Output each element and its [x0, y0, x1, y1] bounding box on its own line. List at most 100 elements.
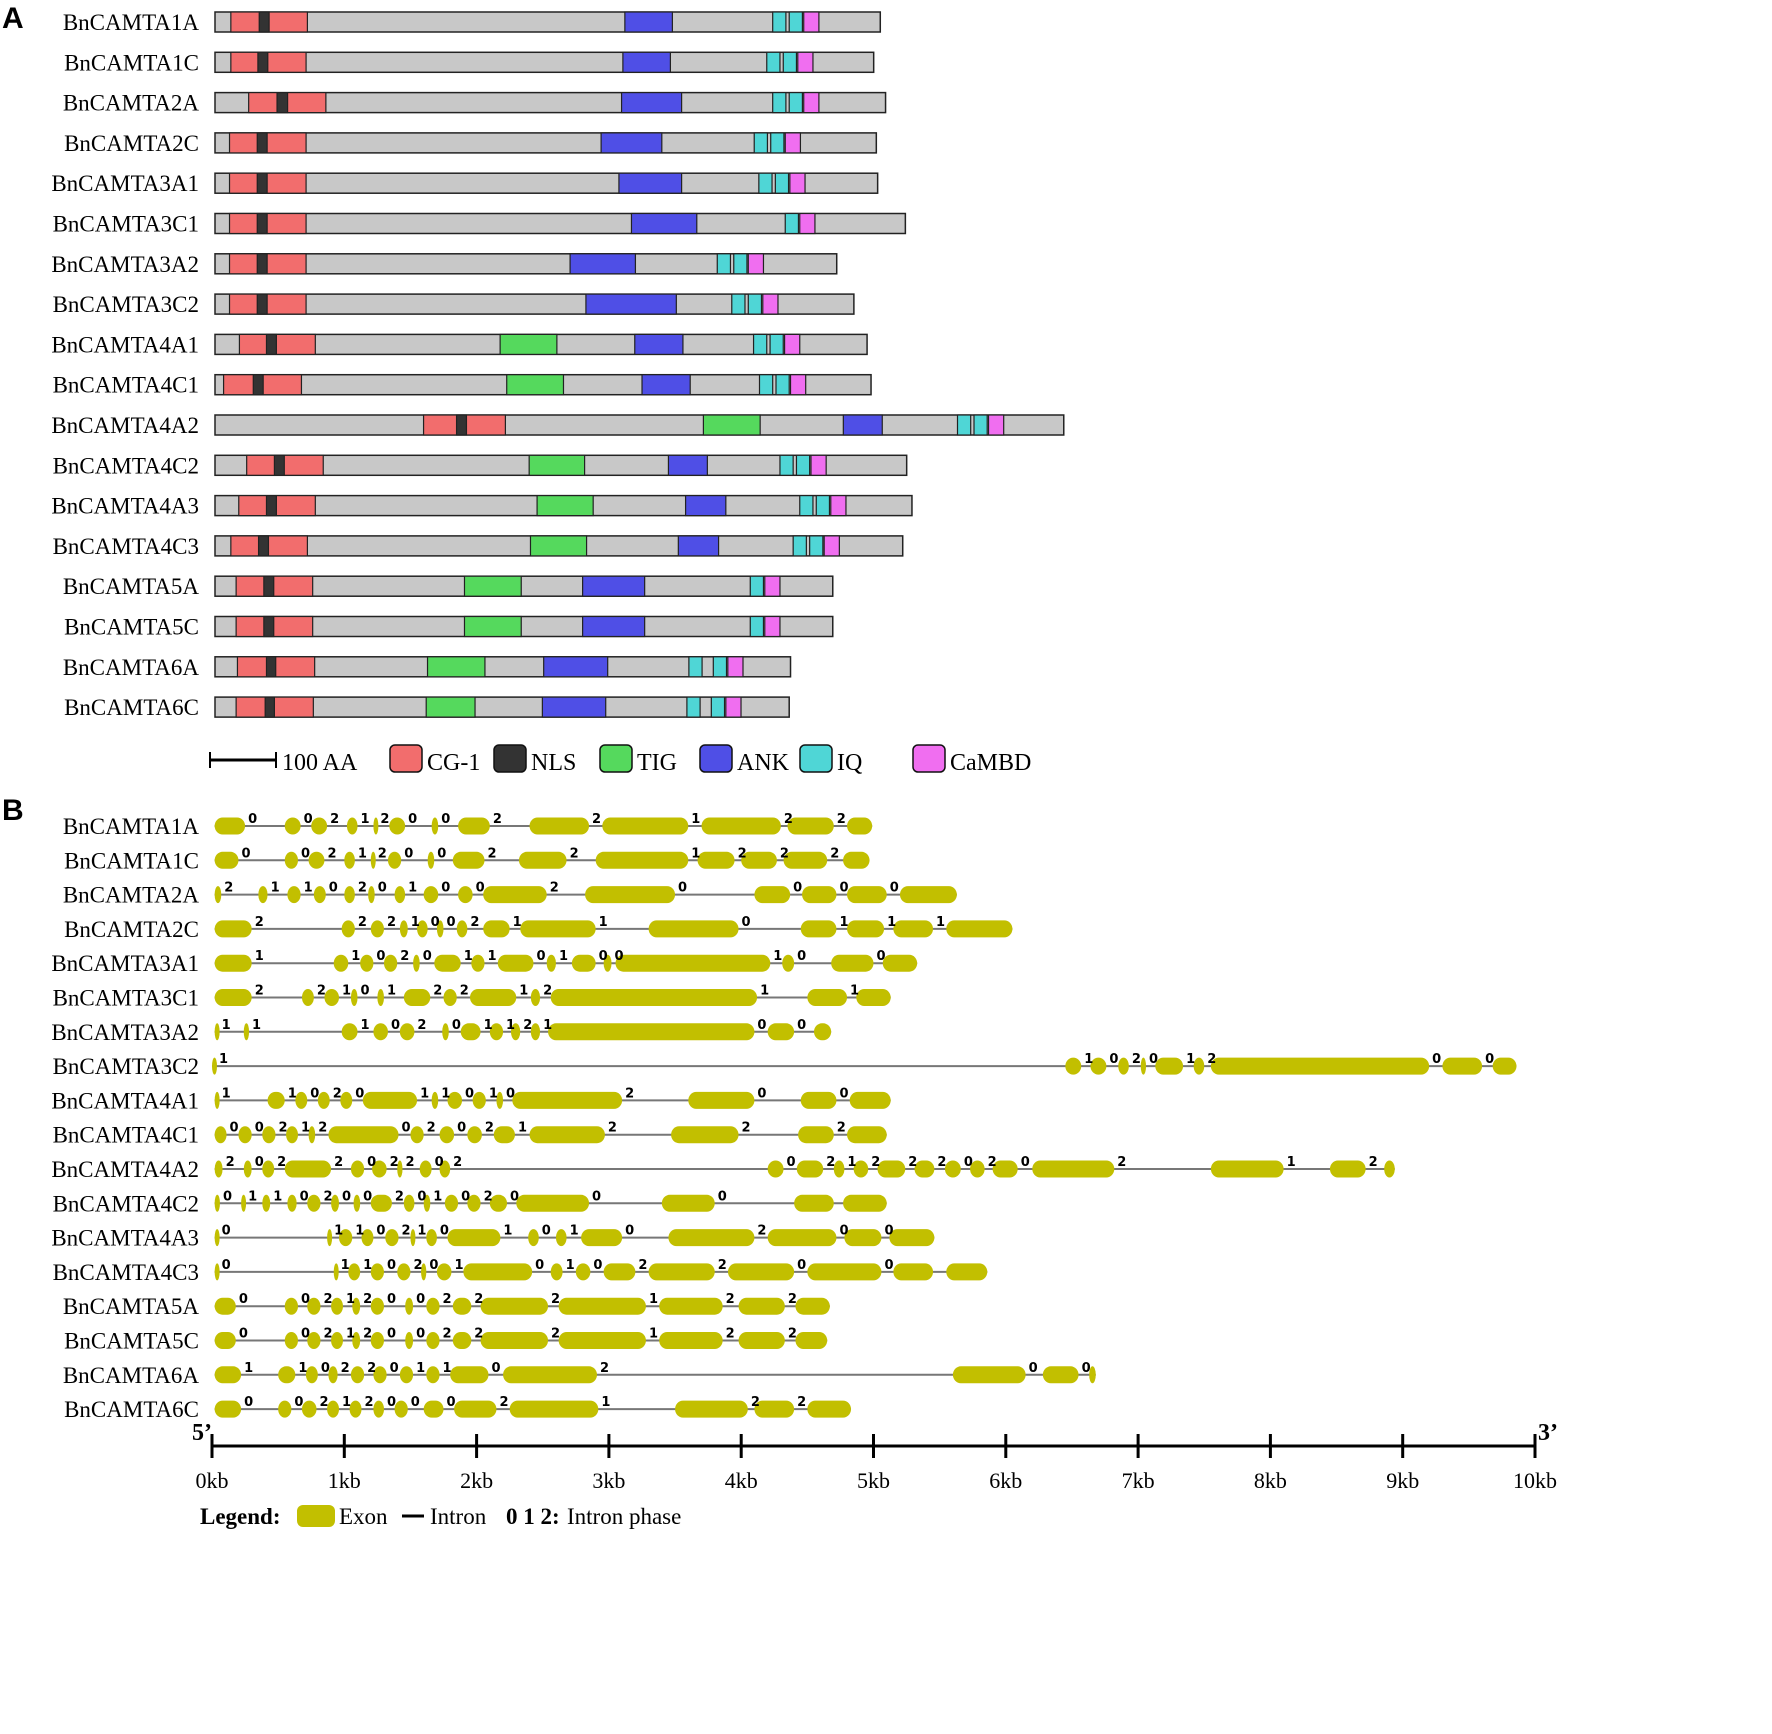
intron-phase-label: 1: [773, 949, 782, 964]
exon: [328, 1126, 399, 1144]
intron-phase-label: 0: [310, 1086, 319, 1101]
intron-phase-label: 1: [649, 1327, 658, 1342]
protein-bar: [214, 253, 838, 275]
exon: [807, 989, 848, 1006]
exon: [262, 1194, 271, 1212]
domain-cambd: [803, 11, 820, 33]
intron-phase-label: 0: [1485, 1052, 1494, 1067]
intron-phase-label: 1: [691, 812, 700, 827]
exon: [399, 920, 408, 938]
exon: [914, 1160, 935, 1178]
intron-phase-label: 0: [510, 1189, 519, 1204]
protein-bar: [214, 414, 1065, 436]
exon: [308, 851, 325, 869]
domain-nls: [256, 132, 268, 154]
exon: [548, 1023, 755, 1041]
exon: [463, 1263, 533, 1281]
domain-nls: [257, 535, 270, 557]
exon: [377, 989, 384, 1006]
intron-phase-label: 2: [334, 1155, 343, 1170]
legend-swatch-iq: [799, 744, 833, 773]
intron-phase-label: 0: [599, 949, 608, 964]
exon: [802, 886, 837, 904]
exon: [946, 920, 1013, 938]
axis-tick-label: 3kb: [592, 1468, 625, 1493]
exon: [362, 1091, 418, 1109]
exon: [262, 1160, 275, 1178]
intron-phase-label: 0: [255, 1121, 264, 1136]
exon: [394, 1400, 408, 1418]
exon: [661, 1194, 715, 1212]
exon: [410, 1126, 424, 1144]
protein-name: BnCAMTA4C1: [53, 373, 199, 398]
intron-phase-label: 0: [476, 881, 485, 896]
intron-phase-label: 2: [788, 1292, 797, 1307]
domain-ank: [624, 11, 673, 33]
exon: [328, 1366, 338, 1384]
intron-phase-label: 2: [364, 1395, 373, 1410]
intron-phase-label: 0: [342, 1189, 351, 1204]
exon: [807, 1400, 852, 1418]
exon: [529, 1126, 605, 1144]
exon: [214, 1366, 242, 1384]
exon: [419, 1160, 432, 1178]
intron-phase-label: 1: [416, 1361, 425, 1376]
legend-label-iq: IQ: [837, 750, 862, 776]
axis-tick-label: 10kb: [1513, 1468, 1557, 1493]
exon: [659, 1332, 723, 1349]
intron-phase-label: 1: [566, 1258, 575, 1273]
intron-phase-label: 2: [320, 1395, 329, 1410]
intron-phase-label: 2: [277, 1155, 286, 1170]
protein-row: BnCAMTA3C1: [53, 212, 907, 237]
domain-ank: [582, 615, 646, 638]
legend-label-cg-1: CG-1: [427, 750, 480, 776]
exon: [889, 1229, 935, 1247]
gene-name: BnCAMTA4A1: [51, 1088, 199, 1113]
protein-row: BnCAMTA1A: [63, 10, 882, 35]
domain-ank: [684, 495, 727, 517]
gene-row: BnCAMTA4A2 2 0 2 2 0 2 2 0 2 0 2 1 2 2 2 0 2 0 2 1 2: [51, 1155, 1395, 1182]
exon: [267, 1091, 285, 1109]
exon: [489, 1023, 504, 1041]
domain-nls: [257, 51, 269, 73]
exon: [467, 1194, 481, 1212]
domain-ank: [842, 414, 883, 436]
exon: [278, 1366, 296, 1384]
exon: [530, 1023, 541, 1041]
domain-ank: [582, 575, 646, 597]
legend-label-nls: NLS: [531, 750, 576, 776]
intron-phase-label: 2: [255, 915, 264, 930]
exon: [458, 817, 490, 835]
exon: [512, 1091, 623, 1109]
intron-phase-label: 1: [503, 1224, 512, 1239]
intron-phase-label: 0: [222, 1258, 231, 1273]
intron-phase-label: 1: [518, 1121, 527, 1136]
domain-nls: [265, 333, 277, 355]
exon: [460, 1023, 481, 1041]
intron-phase-label: 1: [936, 915, 945, 930]
exon: [447, 1229, 501, 1247]
axis-tick-label: 7kb: [1122, 1468, 1155, 1493]
legend-label-ank: ANK: [737, 750, 790, 776]
intron-phase-label: 0: [255, 1155, 264, 1170]
intron-phase-label: 2: [406, 1155, 415, 1170]
axis-tick-label: 6kb: [989, 1468, 1022, 1493]
exon: [262, 1126, 276, 1144]
exon: [992, 1160, 1018, 1178]
exon: [397, 1263, 411, 1281]
domain-cg-1: [238, 495, 316, 517]
intron-phase-label: 1: [271, 881, 280, 896]
intron-phase-label: 2: [488, 846, 497, 861]
exon: [431, 1091, 439, 1109]
exon: [373, 817, 379, 835]
domain-cambd: [789, 172, 806, 194]
exon: [795, 1332, 828, 1349]
domain-iq: [710, 696, 726, 718]
exon: [1384, 1160, 1395, 1178]
domain-cambd: [803, 91, 820, 114]
intron-phase-label: 2: [413, 1258, 422, 1273]
domain-cambd: [784, 132, 802, 154]
intron-phase-label: 2: [625, 1086, 634, 1101]
domain-nls: [263, 575, 275, 597]
protein-bar: [214, 656, 792, 678]
